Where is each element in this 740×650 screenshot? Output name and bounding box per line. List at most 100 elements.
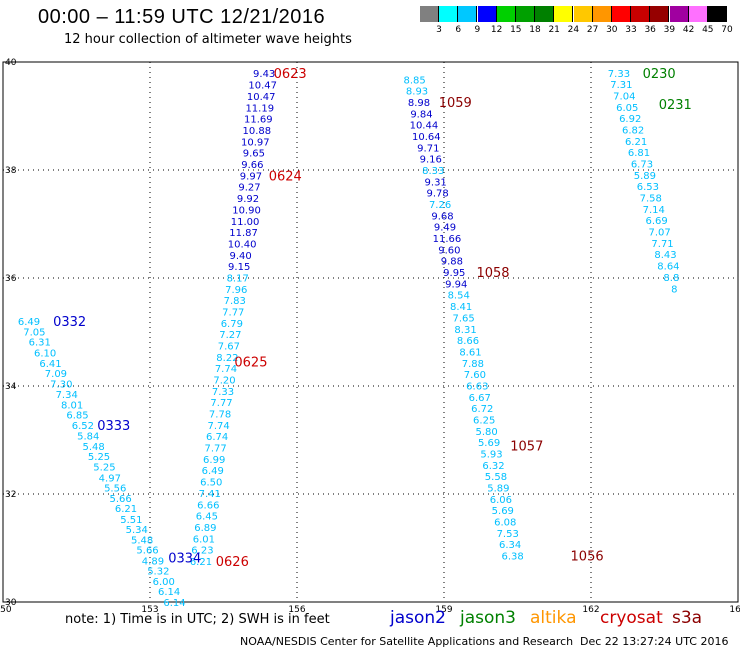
- wave-height-value: 9.88: [441, 257, 463, 268]
- y-tick-label: 34: [5, 382, 17, 392]
- legend-jason3: jason3: [460, 608, 516, 628]
- footer-timestamp: Dec 22 13:27:24 UTC 2016: [580, 635, 729, 648]
- wave-height-value: 5.89: [487, 484, 509, 495]
- wave-height-value: 9.31: [425, 177, 447, 188]
- x-tick-label: 156: [288, 605, 305, 615]
- x-tick-label: 153: [141, 605, 158, 615]
- wave-height-value: 6.49: [18, 317, 40, 328]
- pass-time-label: 0624: [269, 169, 302, 184]
- wave-height-value: 6.45: [196, 512, 218, 523]
- wave-height-value: 9.94: [445, 279, 467, 290]
- wave-height-value: 8.43: [654, 250, 676, 261]
- y-tick-label: 30: [5, 598, 17, 608]
- wave-height-value: 6.31: [29, 338, 51, 349]
- footer-credit: NOAA/NESDIS Center for Satellite Applica…: [240, 635, 574, 648]
- wave-height-value: 6.81: [628, 148, 650, 159]
- wave-height-value: 9.15: [228, 262, 250, 273]
- scale-label: 27: [586, 25, 599, 35]
- scale-label: 6: [455, 25, 462, 35]
- wave-height-value: 6.21: [190, 557, 212, 568]
- wave-height-value: 8: [671, 284, 677, 295]
- x-tick-label: 162: [582, 605, 599, 615]
- scale-label: 3: [436, 25, 442, 35]
- wave-height-value: 6.14: [163, 598, 185, 609]
- wave-height-value: 9.92: [237, 194, 259, 205]
- scale-label: 42: [682, 25, 695, 35]
- scale-label: 24: [567, 25, 580, 35]
- wave-height-value: 5.32: [147, 567, 169, 578]
- wave-height-value: 8.93: [406, 87, 428, 98]
- y-tick-label: 36: [5, 274, 17, 284]
- wave-height-value: 11.00: [231, 217, 260, 228]
- wave-height-value: 6.50: [200, 478, 222, 489]
- wave-height-value: 9.78: [426, 189, 448, 200]
- wave-height-value: 8.64: [657, 262, 679, 273]
- wave-height-value: 8.31: [454, 325, 476, 336]
- wave-height-value: 7.77: [205, 444, 227, 455]
- wave-height-value: 6.67: [469, 393, 491, 404]
- wave-height-value: 9.66: [241, 160, 263, 171]
- wave-height-value: 5.69: [492, 506, 514, 517]
- wave-height-value: 6.32: [482, 461, 504, 472]
- wave-height-value: 8.33: [422, 166, 444, 177]
- scale-swatch: [631, 6, 651, 22]
- pass-time-label: 0231: [659, 98, 692, 113]
- wave-height-value: 9.49: [434, 223, 456, 234]
- scale-label: 70: [721, 25, 733, 35]
- wave-height-value: 6.53: [637, 182, 659, 193]
- scale-label: 9: [474, 25, 481, 35]
- note-text: note: 1) Time is in UTC; 2) SWH is in fe…: [65, 612, 330, 627]
- wave-height-value: 7.04: [613, 91, 635, 102]
- wave-height-value: 8.66: [457, 336, 479, 347]
- wave-height-value: 6.38: [501, 552, 523, 563]
- y-tick-label: 40: [5, 58, 17, 68]
- scale-label: 45: [702, 25, 714, 35]
- scale-swatch: [592, 6, 612, 22]
- wave-height-value: 11.19: [245, 103, 274, 114]
- wave-height-value: 7.65: [452, 313, 474, 324]
- wave-height-value: 5.51: [120, 515, 142, 526]
- wave-height-value: 7.33: [212, 387, 234, 398]
- wave-height-value: 5.69: [478, 438, 500, 449]
- scale-label: 15: [510, 25, 522, 35]
- wave-height-value: 7.20: [213, 376, 235, 387]
- wave-height-value: 6.89: [194, 523, 216, 534]
- scale-swatch: [496, 6, 516, 22]
- wave-height-value: 5.93: [480, 450, 502, 461]
- wave-height-value: 7.07: [648, 228, 670, 239]
- scale-swatch: [612, 6, 631, 22]
- wave-height-value: 6.99: [203, 455, 225, 466]
- wave-height-value: 6.79: [221, 319, 243, 330]
- wave-height-value: 9.16: [420, 155, 442, 166]
- wave-height-value: 9.60: [438, 245, 460, 256]
- wave-height-value: 7.34: [56, 390, 78, 401]
- legend-cryosat: cryosat: [600, 608, 663, 628]
- wave-height-value: 7.78: [209, 410, 231, 421]
- legend-altika: altika: [530, 608, 577, 628]
- wave-height-value: 7.53: [497, 529, 519, 540]
- scale-label: 36: [644, 25, 656, 35]
- y-tick-label: 38: [5, 166, 17, 176]
- scale-swatch: [458, 6, 478, 22]
- scale-label: 12: [490, 25, 503, 35]
- scale-swatch: [554, 6, 574, 22]
- pass-time-label: 1059: [439, 96, 472, 111]
- wave-height-value: 7.14: [643, 205, 665, 216]
- wave-height-value: 7.41: [199, 489, 221, 500]
- wave-height-value: 5.25: [88, 452, 110, 463]
- scale-label: 18: [529, 25, 541, 35]
- wave-height-value: 7.74: [215, 364, 237, 375]
- wave-height-value: 8.8: [663, 273, 679, 284]
- wave-height-value: 6.82: [622, 126, 644, 137]
- wave-height-value: 7.77: [210, 398, 232, 409]
- pass-time-label: 0626: [216, 555, 249, 570]
- wave-height-value: 9.71: [417, 143, 439, 154]
- wave-height-value: 5.66: [136, 546, 158, 557]
- wave-height-value: 9.97: [240, 171, 262, 182]
- scale-label: 21: [548, 25, 560, 35]
- scale-swatch: [535, 6, 555, 22]
- scale-swatch: [708, 6, 727, 22]
- wave-height-value: 6.21: [115, 504, 137, 515]
- wave-height-value: 8.98: [408, 98, 430, 109]
- wave-height-value: 10.97: [241, 137, 270, 148]
